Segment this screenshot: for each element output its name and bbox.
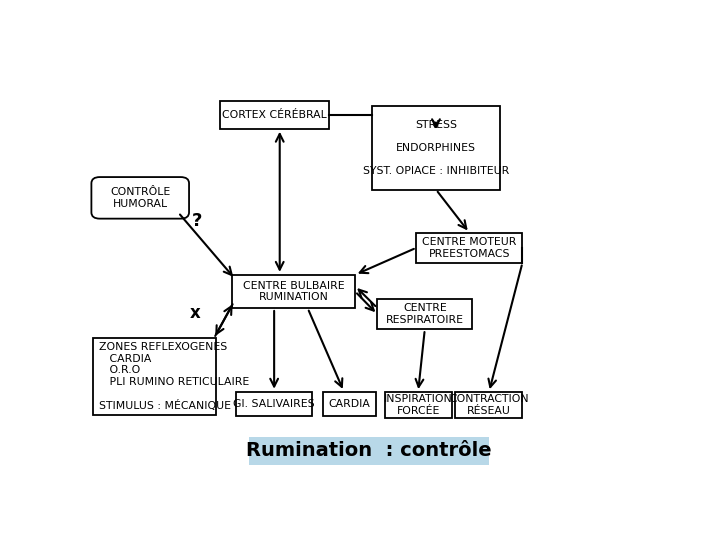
Text: CARDIA: CARDIA (328, 399, 370, 409)
Text: CONTRACTION
RÉSEAU: CONTRACTION RÉSEAU (449, 394, 528, 416)
Text: CENTRE MOTEUR
PREESTOMACS: CENTRE MOTEUR PREESTOMACS (422, 237, 517, 259)
Bar (416, 233, 523, 263)
Text: ZONES REFLEXOGENES
   CARDIA
   O.R.O
   PLI RUMINO RETICULAIRE

STIMULUS : MÉCA: ZONES REFLEXOGENES CARDIA O.R.O PLI RUMI… (99, 342, 250, 411)
Text: CORTEX CÉRÉBRAL: CORTEX CÉRÉBRAL (222, 110, 326, 120)
Text: ?: ? (192, 212, 202, 230)
Text: CONTRÔLE
HUMORAL: CONTRÔLE HUMORAL (110, 187, 171, 208)
Text: CENTRE
RESPIRATOIRE: CENTRE RESPIRATOIRE (386, 303, 464, 325)
Bar (377, 299, 472, 329)
Bar (456, 392, 523, 418)
Bar (93, 338, 215, 415)
Text: INSPIRATION
FORCÉE: INSPIRATION FORCÉE (384, 394, 452, 416)
Text: Rumination  : contrôle: Rumination : contrôle (246, 441, 492, 460)
Text: GI. SALIVAIRES: GI. SALIVAIRES (233, 399, 315, 409)
Text: STRESS

ENDORPHINES

SYST. OPIACE : INHIBITEUR: STRESS ENDORPHINES SYST. OPIACE : INHIBI… (363, 120, 509, 176)
Bar (384, 392, 451, 418)
Text: x: x (189, 305, 200, 322)
Text: CENTRE BULBAIRE
RUMINATION: CENTRE BULBAIRE RUMINATION (243, 281, 344, 302)
FancyBboxPatch shape (91, 177, 189, 219)
Bar (249, 436, 489, 465)
Bar (220, 100, 328, 129)
Bar (233, 275, 355, 308)
Bar (372, 106, 500, 190)
Bar (323, 392, 376, 416)
Bar (236, 392, 312, 416)
